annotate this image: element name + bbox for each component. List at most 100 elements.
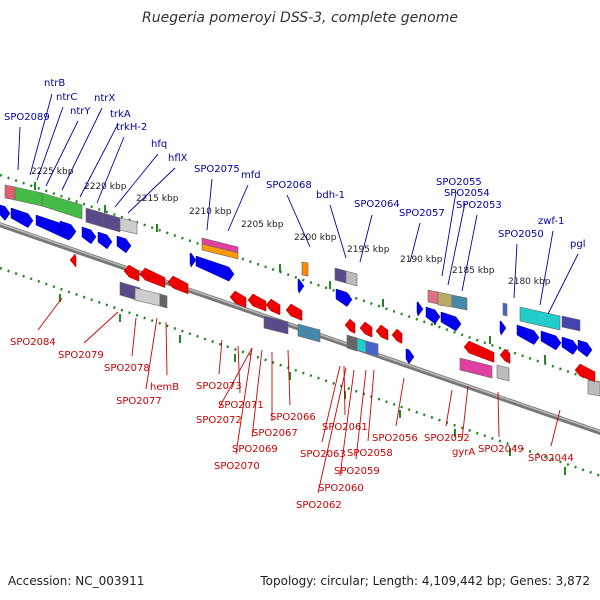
gene-arrow — [499, 348, 511, 364]
label-leader-line — [96, 136, 125, 204]
forward-gene-label: ntrY — [70, 106, 91, 117]
ruler-label: 2195 kbp — [347, 245, 390, 255]
reverse-gene-label: SPO2062 — [296, 500, 342, 511]
label-leader-line — [17, 126, 21, 171]
gene-arrow — [116, 235, 132, 254]
label-leader-line — [441, 191, 457, 277]
label-leader-line — [359, 214, 373, 263]
forward-gene-label: SPO2068 — [266, 180, 312, 191]
label-leader-line — [321, 365, 341, 443]
map-title: Ruegeria pomeroyi DSS-3, complete genome — [142, 10, 458, 26]
label-leader-line — [29, 93, 53, 176]
label-leader-line — [287, 349, 291, 406]
forward-gene-label: SPO2057 — [399, 208, 445, 219]
forward-gene-label: SPO2089 — [4, 112, 50, 123]
reverse-gene-label: SPO2084 — [10, 337, 56, 348]
label-leader-line — [445, 389, 453, 427]
feature-block — [134, 287, 161, 307]
reverse-gene-label: SPO2067 — [252, 428, 298, 439]
forward-gene-label: trkH-2 — [116, 122, 147, 133]
ruler-label: 2200 kbp — [294, 233, 337, 243]
forward-gene-label: ntrX — [94, 93, 115, 104]
gene-feature-blocks — [4, 184, 600, 397]
forward-gene-label: hflX — [168, 153, 188, 164]
forward-gene-label: trkA — [110, 109, 131, 120]
gene-arrow — [265, 298, 281, 316]
forward-gene-label: SPO2050 — [498, 229, 544, 240]
gene-arrow — [391, 328, 403, 344]
reverse-gene-label: SPO2073 — [196, 381, 242, 392]
reverse-gene-label: SPO2077 — [116, 396, 162, 407]
gene-arrow — [167, 275, 189, 295]
feature-block — [41, 192, 83, 220]
feature-block — [201, 243, 239, 260]
genome-summary-text: Topology: circular; Length: 4,109,442 bp… — [260, 574, 590, 588]
gene-arrow — [195, 255, 235, 282]
feature-block — [561, 315, 581, 332]
feature-block — [119, 217, 138, 235]
label-leader-line — [131, 317, 137, 357]
gene-arrow — [139, 267, 166, 289]
gene-arrow — [0, 204, 11, 221]
gene-arrow — [359, 321, 373, 338]
label-leader-line — [83, 311, 119, 344]
label-leader-line — [513, 243, 518, 299]
reverse-gene-label: SPO2079 — [58, 350, 104, 361]
label-leader-line — [165, 321, 168, 376]
label-leader-line — [61, 107, 103, 191]
forward-gene-label: pgl — [570, 239, 585, 250]
forward-gene-label: bdh-1 — [316, 190, 345, 201]
gene-arrow — [344, 318, 356, 334]
feature-block — [496, 364, 510, 382]
label-leader-line — [286, 194, 311, 248]
reverse-gene-label: SPO2078 — [104, 363, 150, 374]
feature-block — [159, 293, 168, 309]
ruler-label: 2190 kbp — [400, 255, 443, 265]
gene-arrow — [97, 231, 113, 250]
gene-arrow — [574, 363, 596, 383]
reverse-gene-label: SPO2070 — [214, 461, 260, 472]
gene-arrow — [561, 336, 579, 355]
gene-arrow — [425, 306, 441, 325]
label-leader-line — [206, 178, 213, 231]
label-leader-line — [145, 317, 158, 390]
ruler-label: 2215 kbp — [136, 194, 179, 204]
gene-arrow — [405, 348, 415, 365]
gene-arrow — [81, 226, 97, 245]
forward-gene-label: SPO2055 — [436, 177, 482, 188]
label-leader-line — [497, 391, 500, 438]
feature-block — [587, 379, 600, 397]
feature-block — [85, 207, 104, 228]
label-leader-line — [235, 347, 253, 455]
scale-track-reverse — [0, 266, 600, 477]
label-leader-line — [547, 253, 579, 315]
gene-arrows — [0, 204, 596, 383]
label-leader-line — [237, 345, 241, 394]
forward-gene-label: SPO2064 — [354, 199, 400, 210]
accession-text: Accession: NC_003911 — [8, 574, 145, 588]
reverse-gene-label: SPO2044 — [528, 453, 574, 464]
gene-arrow — [416, 301, 424, 317]
label-leader-line — [218, 347, 253, 409]
label-leader-line — [355, 369, 367, 460]
feature-block — [519, 306, 561, 331]
feature-block — [356, 337, 367, 354]
label-leader-line — [127, 167, 176, 214]
forward-gene-label: ntrC — [56, 92, 77, 103]
ruler-label: 2205 kbp — [241, 220, 284, 230]
ruler-track-forward — [0, 173, 600, 384]
gene-arrow — [229, 290, 247, 308]
reverse-gene-label: SPO2056 — [372, 433, 418, 444]
feature-block — [263, 315, 289, 335]
feature-block — [451, 294, 468, 311]
gene-arrow — [69, 253, 77, 268]
reverse-gene-label: SPO2066 — [270, 412, 316, 423]
gene-arrow — [297, 278, 305, 294]
forward-gene-label: SPO2054 — [444, 188, 490, 199]
label-leader-line — [37, 297, 63, 331]
forward-gene-label: mfd — [241, 170, 261, 181]
label-leader-line — [367, 369, 375, 442]
feature-block — [365, 340, 379, 357]
feature-block — [345, 270, 358, 287]
label-leader-line — [339, 369, 355, 477]
